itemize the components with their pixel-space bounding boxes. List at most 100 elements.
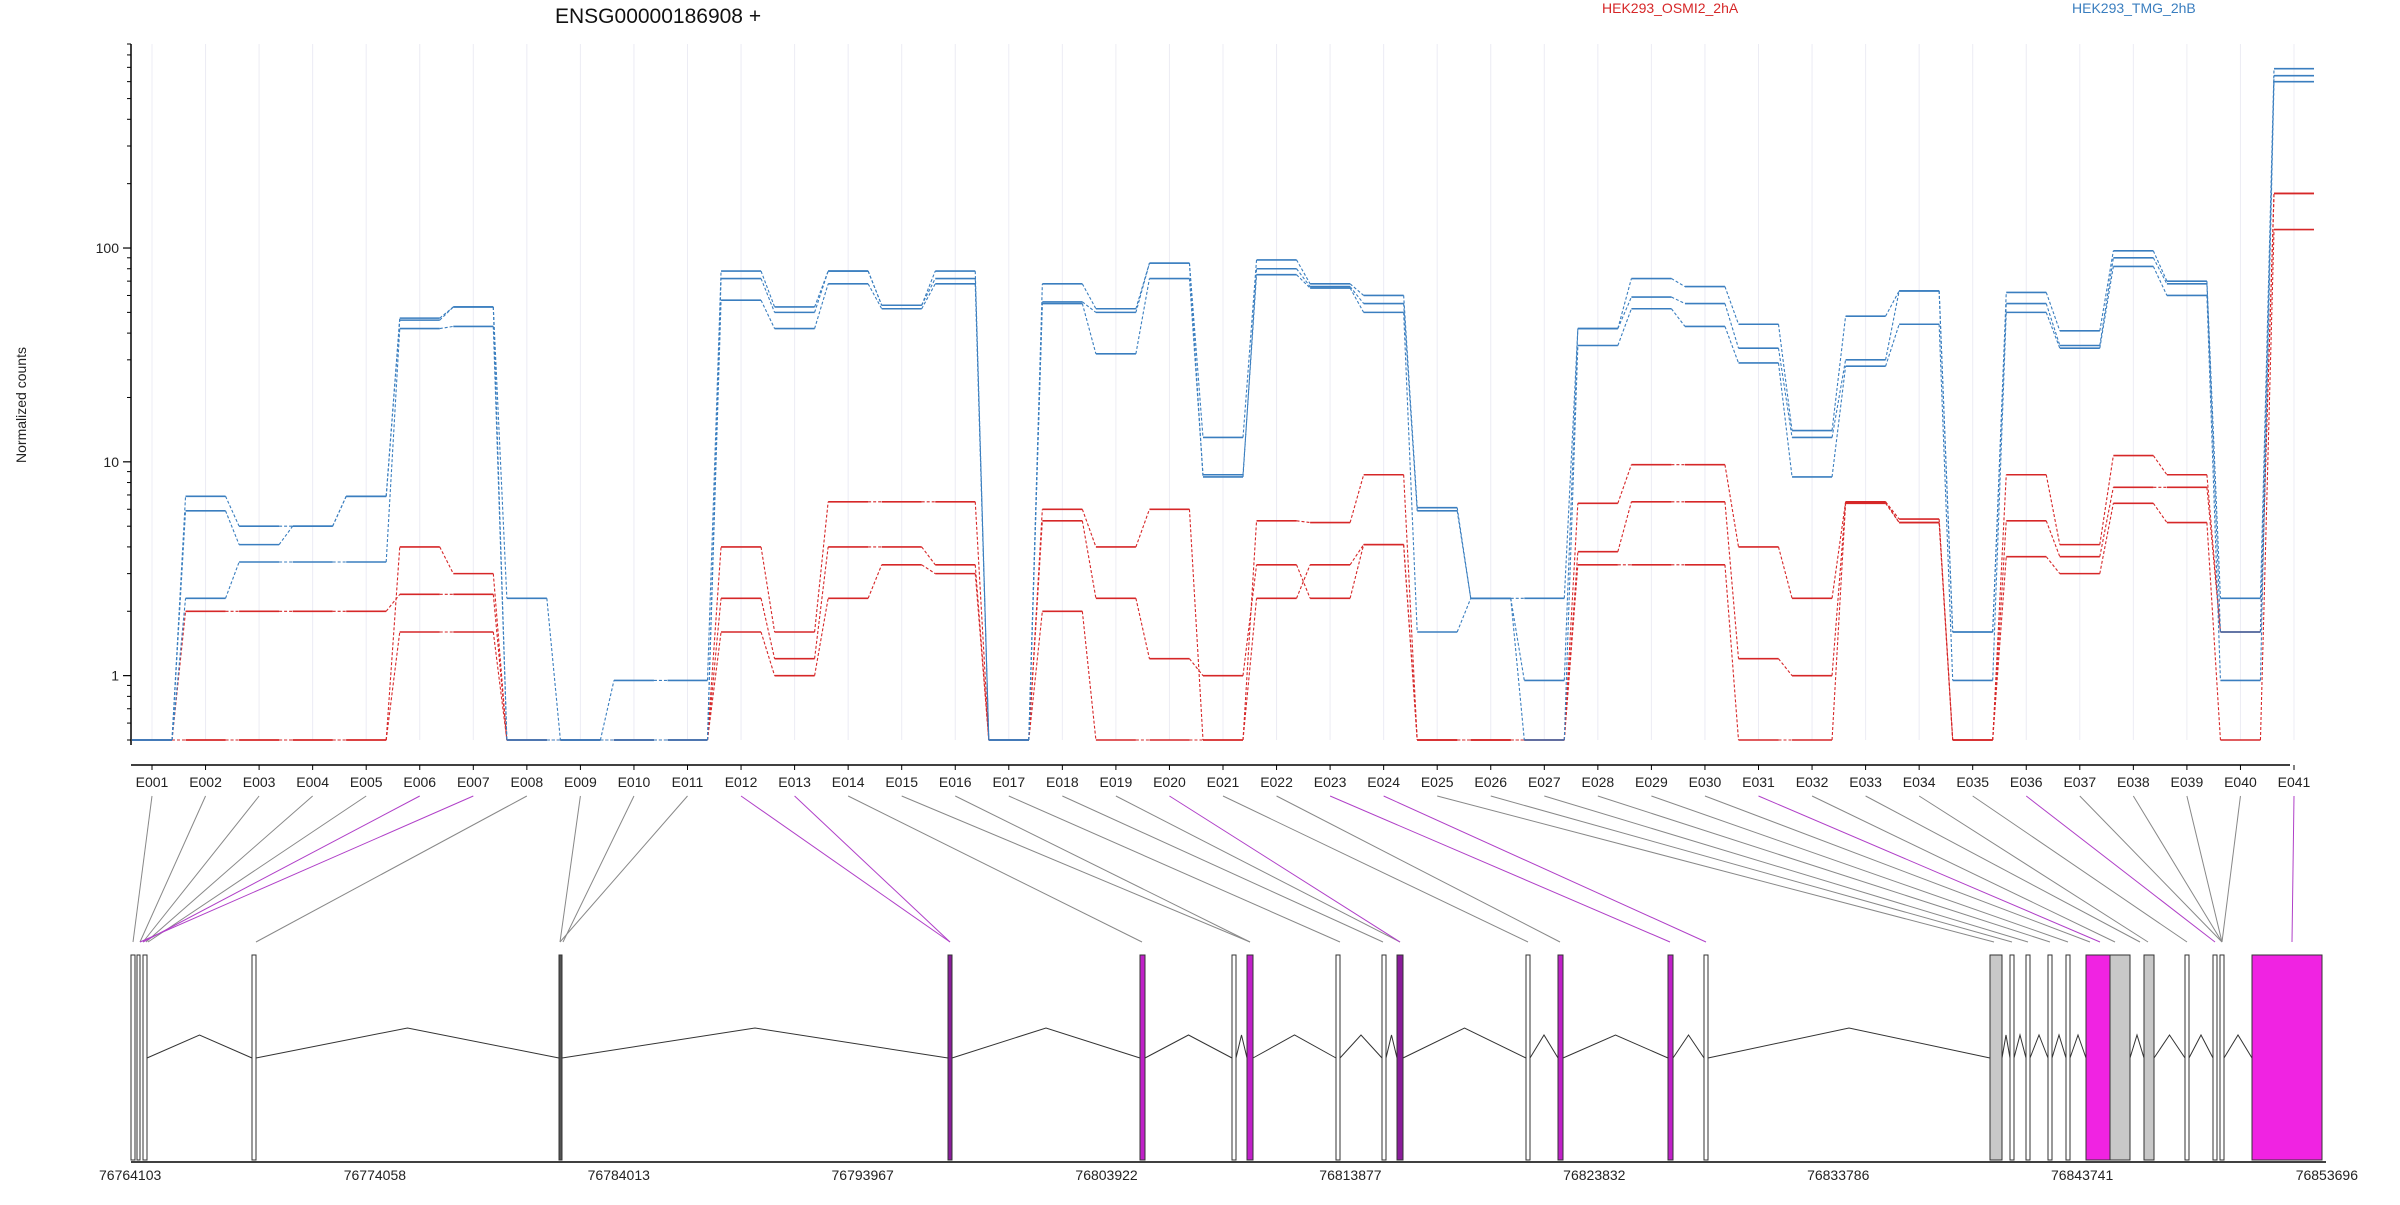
intron-line bbox=[2129, 1033, 2145, 1059]
exon-block bbox=[2065, 954, 2071, 1161]
exon-connector bbox=[2291, 795, 2295, 943]
exon-block bbox=[1231, 954, 1237, 1161]
exon-connector bbox=[2025, 795, 2216, 943]
transition-line bbox=[1671, 278, 1686, 288]
transition-line bbox=[1349, 474, 1365, 523]
transition-line bbox=[1724, 464, 1740, 548]
x-tick-label: E040 bbox=[2224, 774, 2257, 790]
exon-connectors bbox=[132, 795, 2295, 943]
exon-connector bbox=[1972, 795, 2188, 943]
transition-line bbox=[760, 270, 776, 308]
transition-line bbox=[814, 546, 829, 659]
transition-line bbox=[1028, 303, 1043, 741]
transition-line bbox=[2152, 455, 2168, 476]
transition-line bbox=[1778, 658, 1793, 676]
coordinate-label: 76813877 bbox=[1319, 1167, 1382, 1183]
exon-connector bbox=[132, 795, 153, 943]
intron-line bbox=[561, 1027, 949, 1059]
transition-line bbox=[1831, 503, 1847, 741]
transition-line bbox=[2045, 303, 2061, 346]
x-tick-label: E032 bbox=[1796, 774, 1829, 790]
exon-block bbox=[1139, 954, 1146, 1161]
x-tick-label: E001 bbox=[136, 774, 169, 790]
exon-block bbox=[1989, 954, 2003, 1161]
coordinate-label: 76833786 bbox=[1807, 1167, 1870, 1183]
transition-line bbox=[1885, 501, 1900, 520]
legend-tmg: HEK293_TMG_2hB bbox=[2072, 0, 2196, 16]
transition-line bbox=[2206, 283, 2221, 633]
transition-line bbox=[1349, 283, 1365, 296]
transition-line bbox=[1831, 501, 1847, 599]
transition-line bbox=[1188, 509, 1204, 741]
transition-line bbox=[1992, 474, 2007, 741]
transition-line bbox=[1135, 262, 1150, 309]
intron-line bbox=[1144, 1034, 1233, 1059]
x-tick-label: E031 bbox=[1742, 774, 1775, 790]
exon-block bbox=[2009, 954, 2015, 1161]
intron-line bbox=[1562, 1034, 1669, 1059]
series-lines bbox=[132, 67, 2314, 741]
coordinate-label: 76803922 bbox=[1075, 1167, 1138, 1183]
intron-line bbox=[2188, 1033, 2214, 1059]
intron-line bbox=[2069, 1033, 2087, 1059]
transition-line bbox=[1563, 564, 1579, 741]
transition-line bbox=[1456, 598, 1472, 633]
transition-line bbox=[2206, 522, 2221, 741]
transition-line bbox=[225, 496, 240, 527]
exon-block bbox=[2212, 954, 2218, 1161]
grid-lines bbox=[151, 44, 2295, 740]
exon-block bbox=[136, 954, 141, 1161]
transition-line bbox=[385, 328, 401, 563]
genomic-coordinates: 76764103 76774058 76784013 76793967 76803922… bbox=[99, 1167, 2358, 1183]
exon-block bbox=[2047, 954, 2053, 1161]
transition-line bbox=[2259, 193, 2275, 633]
exon-connector bbox=[142, 795, 420, 943]
transition-line bbox=[2099, 250, 2114, 331]
transition-line bbox=[1777, 362, 1793, 477]
transition-line bbox=[760, 299, 776, 329]
exon-block bbox=[1557, 954, 1564, 1161]
x-tick-label: E030 bbox=[1689, 774, 1722, 790]
transition-line bbox=[1831, 359, 1847, 438]
transition-line bbox=[1403, 544, 1418, 741]
transition-line bbox=[921, 546, 936, 566]
exon-connector bbox=[1865, 795, 2141, 943]
intron-line bbox=[1402, 1027, 1527, 1059]
exon-block bbox=[1396, 954, 1404, 1161]
transition-line bbox=[814, 598, 829, 676]
exon-block bbox=[2219, 954, 2225, 1161]
intron-line bbox=[2051, 1033, 2067, 1059]
exon-connector bbox=[1383, 795, 1707, 943]
exon-connector bbox=[1811, 795, 2116, 943]
transition-line bbox=[1777, 348, 1793, 438]
transition-line bbox=[1349, 544, 1365, 566]
exon-block bbox=[1703, 954, 1709, 1161]
x-tick-label: E009 bbox=[564, 774, 597, 790]
transition-line bbox=[332, 496, 347, 527]
exon-connector bbox=[145, 795, 313, 943]
transition-line bbox=[974, 573, 990, 741]
exon-connector bbox=[562, 795, 635, 943]
transition-line bbox=[2152, 502, 2168, 523]
transition-line bbox=[1938, 324, 1954, 681]
x-tick-label: E004 bbox=[296, 774, 329, 790]
transition-line bbox=[2045, 474, 2061, 545]
transition-line bbox=[1135, 509, 1150, 548]
transition-line bbox=[546, 598, 561, 741]
exon-connector bbox=[255, 795, 528, 943]
x-tick-label: E021 bbox=[1207, 774, 1240, 790]
transition-line bbox=[1992, 556, 2007, 741]
transition-line bbox=[760, 546, 776, 633]
transition-line bbox=[1938, 290, 1954, 633]
transition-line bbox=[2045, 520, 2061, 557]
transition-line bbox=[1670, 308, 1686, 327]
transition-line bbox=[492, 594, 508, 741]
transition-line bbox=[1296, 520, 1311, 524]
transition-line bbox=[1671, 296, 1686, 305]
intron-line bbox=[1529, 1034, 1559, 1059]
gene-model bbox=[130, 954, 2326, 1163]
x-tick-label: E007 bbox=[457, 774, 490, 790]
exon-connector bbox=[559, 795, 581, 943]
transition-line bbox=[1028, 520, 1043, 741]
transition-line bbox=[706, 546, 722, 741]
